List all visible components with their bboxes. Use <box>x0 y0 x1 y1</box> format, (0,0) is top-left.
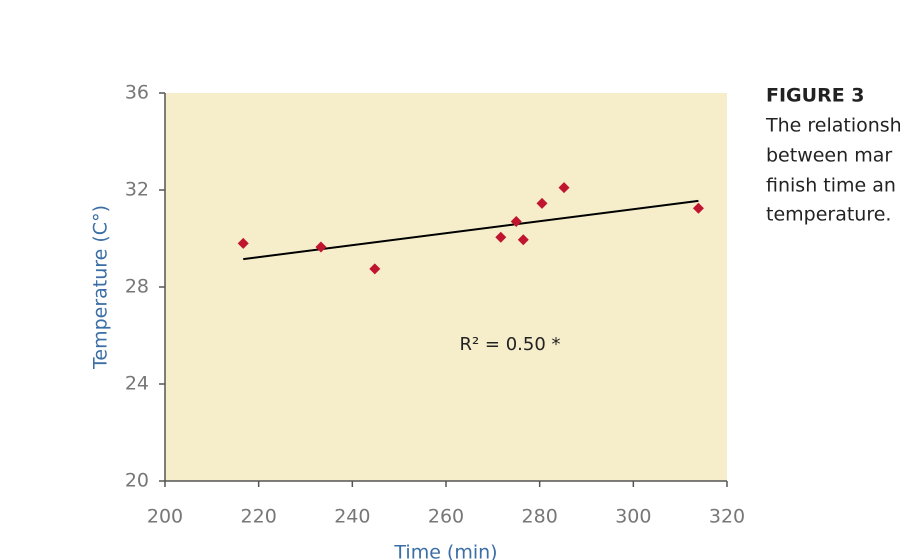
data-point <box>369 263 381 275</box>
caption-line: between mar <box>766 145 892 167</box>
data-point <box>517 234 529 246</box>
y-tick-label: 20 <box>125 470 149 492</box>
data-point <box>315 241 327 253</box>
x-tick-label: 320 <box>709 506 745 528</box>
x-tick-label: 220 <box>241 506 277 528</box>
data-point <box>510 216 522 228</box>
y-tick-label: 28 <box>125 276 149 298</box>
caption-line: finish time an <box>766 175 896 197</box>
caption-line: temperature. <box>766 204 891 226</box>
x-tick-label: 200 <box>147 506 183 528</box>
y-tick-label: 36 <box>125 82 149 104</box>
data-point <box>692 202 704 214</box>
data-point <box>536 197 548 209</box>
caption-line: The relationsh <box>765 115 900 137</box>
x-tick-label: 280 <box>522 506 558 528</box>
x-tick-label: 300 <box>615 506 651 528</box>
x-tick-label: 240 <box>334 506 370 528</box>
x-axis-title: Time (min) <box>393 542 497 560</box>
caption-title: FIGURE 3 <box>766 85 865 107</box>
y-tick-label: 32 <box>125 179 149 201</box>
y-axis-title: Temperature (C°) <box>90 205 112 370</box>
annotation: R² = 0.50 * <box>459 334 560 355</box>
data-point <box>237 237 249 249</box>
plot-area <box>165 93 727 481</box>
data-point <box>558 182 570 194</box>
y-tick-label: 24 <box>125 373 149 395</box>
x-tick-label: 260 <box>428 506 464 528</box>
data-point <box>495 231 507 243</box>
